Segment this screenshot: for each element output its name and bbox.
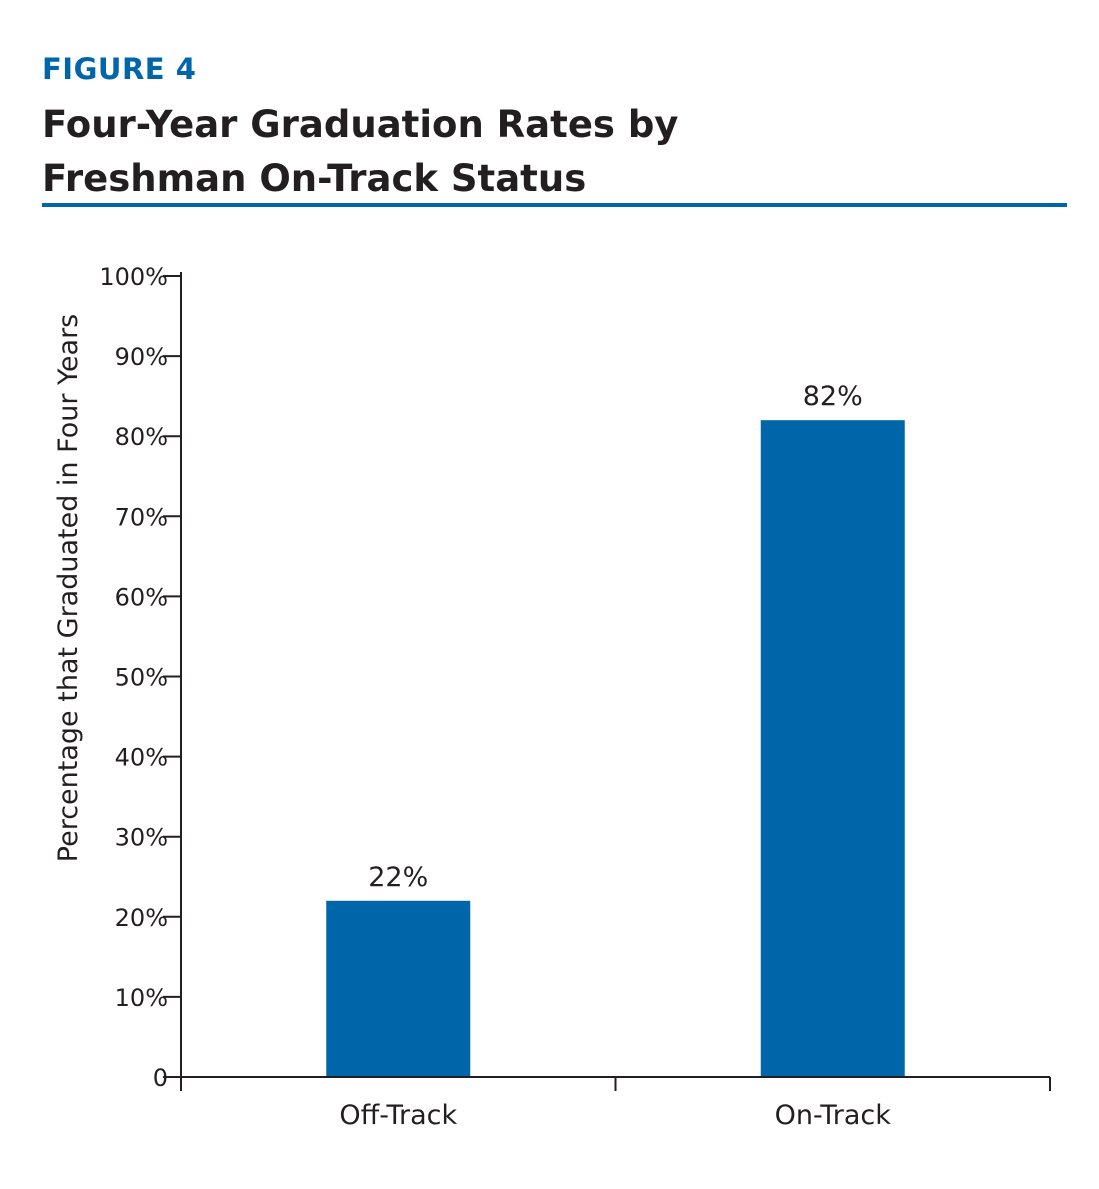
y-tick-label: 30% (115, 824, 168, 852)
y-axis-label: Percentage that Graduated in Four Years (53, 314, 84, 862)
chart-title-line-2: Freshman On-Track Status (42, 157, 587, 200)
y-tick-label: 10% (115, 984, 168, 1012)
x-tick-label: On-Track (775, 1100, 892, 1131)
data-label: 22% (368, 862, 428, 893)
y-tick-label: 50% (115, 664, 168, 692)
y-tick-label: 70% (115, 503, 168, 531)
y-tick-label: 20% (115, 904, 168, 932)
y-tick-label: 90% (115, 343, 168, 371)
y-tick-label: 40% (115, 744, 168, 772)
bar-on-track (760, 420, 905, 1077)
bar-off-track (326, 900, 471, 1077)
chart-title: Four-Year Graduation Rates by Freshman O… (42, 98, 678, 206)
figure-label: FIGURE 4 (42, 52, 197, 86)
chart-title-line-1: Four-Year Graduation Rates by (42, 103, 679, 146)
data-label: 82% (803, 381, 863, 412)
y-tick-label: 100% (99, 263, 168, 291)
y-tick-label: 80% (115, 423, 168, 451)
title-rule (42, 203, 1067, 207)
y-tick-label: 0 (153, 1064, 168, 1092)
x-tick-label: Off-Track (339, 1100, 457, 1131)
y-tick-label: 60% (115, 583, 168, 611)
